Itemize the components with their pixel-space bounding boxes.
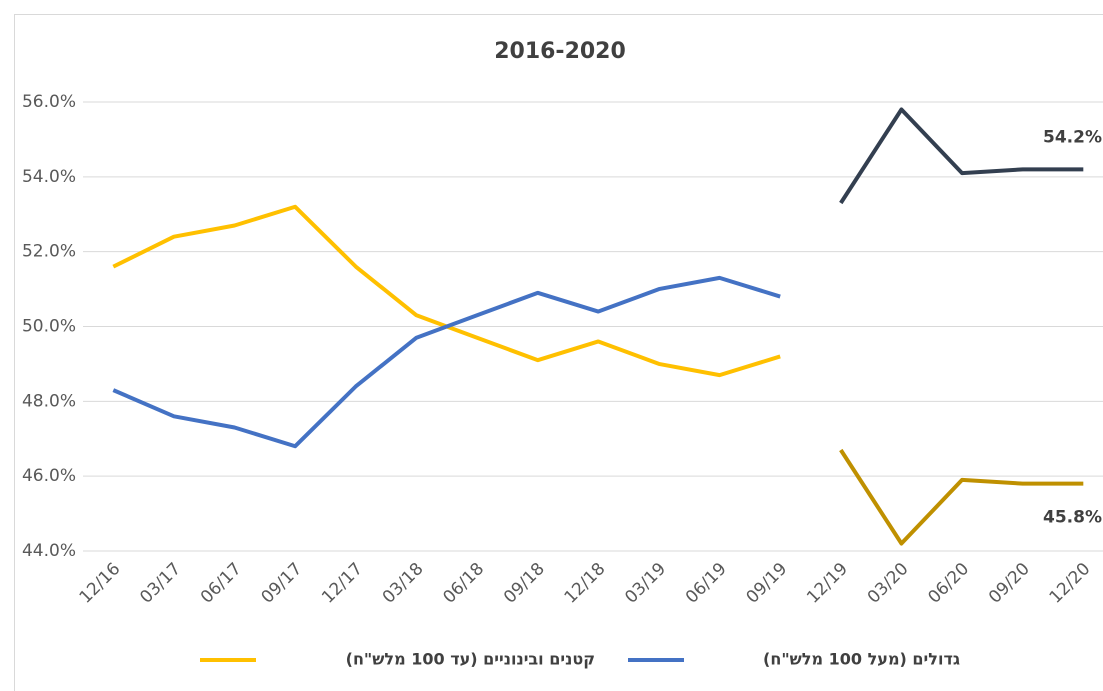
series-line [839,107,1084,205]
data-label: 54.2% [1043,127,1102,147]
y-tick-label: 54.0% [22,167,76,187]
legend-label: גדולים (מעל 100 מלש"ח) [763,650,960,669]
series-line [839,448,1084,546]
y-tick-label: 48.0% [22,391,76,411]
legend-label: קטנים ובינוניים (עד 100 מלש"ח) [346,650,595,669]
data-label: 45.8% [1043,508,1102,528]
y-tick-label: 52.0% [22,242,76,262]
y-tick-label: 46.0% [22,466,76,486]
y-tick-label: 44.0% [22,541,76,561]
y-tick-label: 50.0% [22,317,76,337]
chart-title: 2016-2020 [494,39,626,64]
y-tick-label: 56.0% [22,92,76,112]
series-line [112,275,781,449]
